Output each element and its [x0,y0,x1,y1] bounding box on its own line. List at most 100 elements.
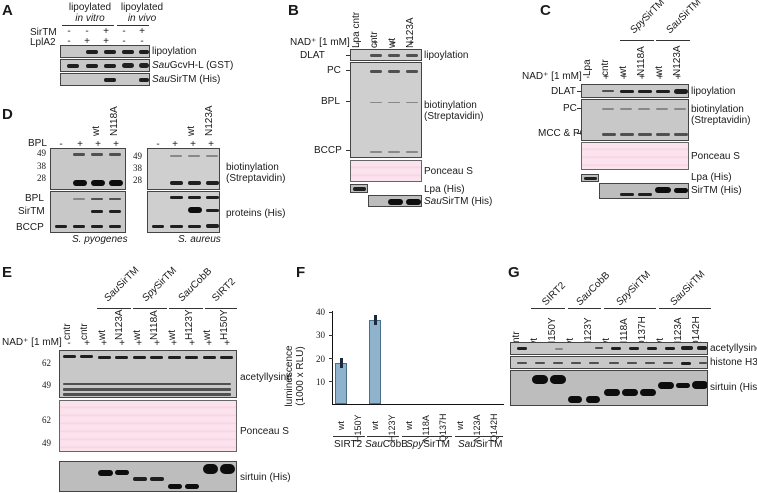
divider-spysirtm [604,308,656,309]
blot-b-lipoylation [350,49,422,61]
ponceau-c [581,142,689,170]
label-e-sirtuin: sirtuin (His) [240,472,291,483]
panel-e-letter: E [2,264,13,281]
group-label-saucobb: SauCobB [365,439,408,450]
divider-sirt2 [531,308,565,309]
mw-62: 62 [42,358,51,368]
blot-c-lpa [581,174,599,182]
bpl-row-label: BPL [28,138,47,149]
nad-sign: + [189,338,195,349]
lane-label: N123A [204,105,215,136]
label-c-ponceau: Ponceau S [691,151,740,162]
group-label-sausirtm: SauSirTM [668,268,708,308]
panel-d-letter: D [2,106,13,123]
nad-sign: + [657,72,663,83]
panel-b-letter: B [288,2,299,19]
x-tick-label: Q137H [438,413,448,442]
marker-pc: PC [327,65,341,76]
x-tick-label: wt [370,421,380,430]
marker-bccp: BCCP [16,222,44,233]
divider-spy [620,40,654,41]
x-tick-label: N118A [421,415,431,442]
label-b-ponceau: Ponceau S [424,166,473,177]
lane-label: N118A [149,310,160,340]
blot-e-acetyllysine [59,350,237,398]
y-tick-40: 40 [316,307,325,317]
bpl-sign: - [59,139,63,150]
label-e-acetyllysine: acetyllysine [240,372,292,383]
bpl-sign: + [190,139,196,150]
bpl-sign: + [77,139,83,150]
nad-sign: - [355,38,359,49]
group-line-spysirtm [402,436,452,437]
blot-b-sirtm [368,195,422,207]
blot-b-biotinylation [350,62,422,158]
panel-g-letter: G [508,264,520,281]
label-c-biotinylation: biotinylation (Streptavidin) [691,104,751,126]
lane-label: N118A [109,106,120,136]
blot-c-biotinylation [581,99,689,141]
row-label-sirtm: SirTM [30,27,57,38]
divider-saucobb [568,308,601,309]
mw-49: 49 [42,380,51,390]
x-tick-label: H150Y [353,414,363,442]
lane-label: H150Y [219,309,230,340]
group-line-saucobb [367,436,399,437]
nad-sign: + [675,72,681,83]
blot-a-sirtm [60,73,150,86]
group-label-spysirtm: SpySirTM [628,0,668,36]
mw-62: 62 [42,415,51,425]
label-g-sirtuin: sirtuin (His) [710,382,757,393]
divider-in-vivo [117,25,149,26]
divider-in-vitro [62,25,114,26]
marker-bpl: BPL [25,193,44,204]
lpla2-sign: + [103,36,109,47]
x-axis-line [332,404,504,405]
marker-pc: PC [563,103,577,114]
nad-sign: + [136,338,142,349]
marker-bpl: BPL [321,96,340,107]
marker-dlat: DLAT [551,86,576,97]
x-tick-label: wt [404,421,414,430]
nad-sign: - [586,72,590,83]
mw-49: 49 [42,438,51,448]
label-g-histone: histone H3 [710,357,757,368]
blot-b-lpa [350,184,368,193]
blot-a-gcvh [60,59,150,72]
lane-label: N123A [114,309,125,340]
nad-sign: + [372,38,378,49]
blot-c-sirtm [599,183,689,199]
blot-g-histone [510,356,708,369]
divider-sau-sirtm [97,308,131,309]
lpla2-sign: - [67,36,71,47]
label-c-lpa: Lpa (His) [691,172,732,183]
nad-sign: + [171,338,177,349]
group-label-sirt2: SIRT2 [334,439,363,450]
marker-sirtm: SirTM [18,206,45,217]
label-e-ponceau: Ponceau S [240,426,289,437]
group-header-in-vivo: lipoylated in vivo [114,2,170,24]
sirtm-sign: + [103,26,109,37]
ponceau-e [59,400,237,452]
label-b-sirtm: SauSirTM (His) [424,196,493,207]
nad-sign: + [603,72,609,83]
lpla2-sign: - [140,36,144,47]
divider-sausirtm [659,308,711,309]
panel-c-letter: C [540,2,551,19]
nad-label: NAD⁺ [1 mM] [290,37,350,48]
label-b-biotinylation: biotinylation (Streptavidin) [424,100,484,122]
group-line-sirt2 [333,436,365,437]
group-label-sausirtm: SauSirTM [458,439,503,450]
blot-c-lipoylation [581,84,689,98]
group-header-in-vitro: lipoylated in vitro [62,2,118,24]
blot-g-sirtuin [510,370,708,406]
marker-bccp: BCCP [314,145,342,156]
bpl-sign: + [208,139,214,150]
error-bar-sirt2-wt [340,358,343,368]
nad-sign: + [84,338,90,349]
blot-a-lipoylation [60,45,150,58]
y-tick-20: 20 [316,354,325,364]
label-c-sirtm: SirTM (His) [691,185,742,196]
lpla2-sign: + [84,36,90,47]
nad-sign: + [154,338,160,349]
